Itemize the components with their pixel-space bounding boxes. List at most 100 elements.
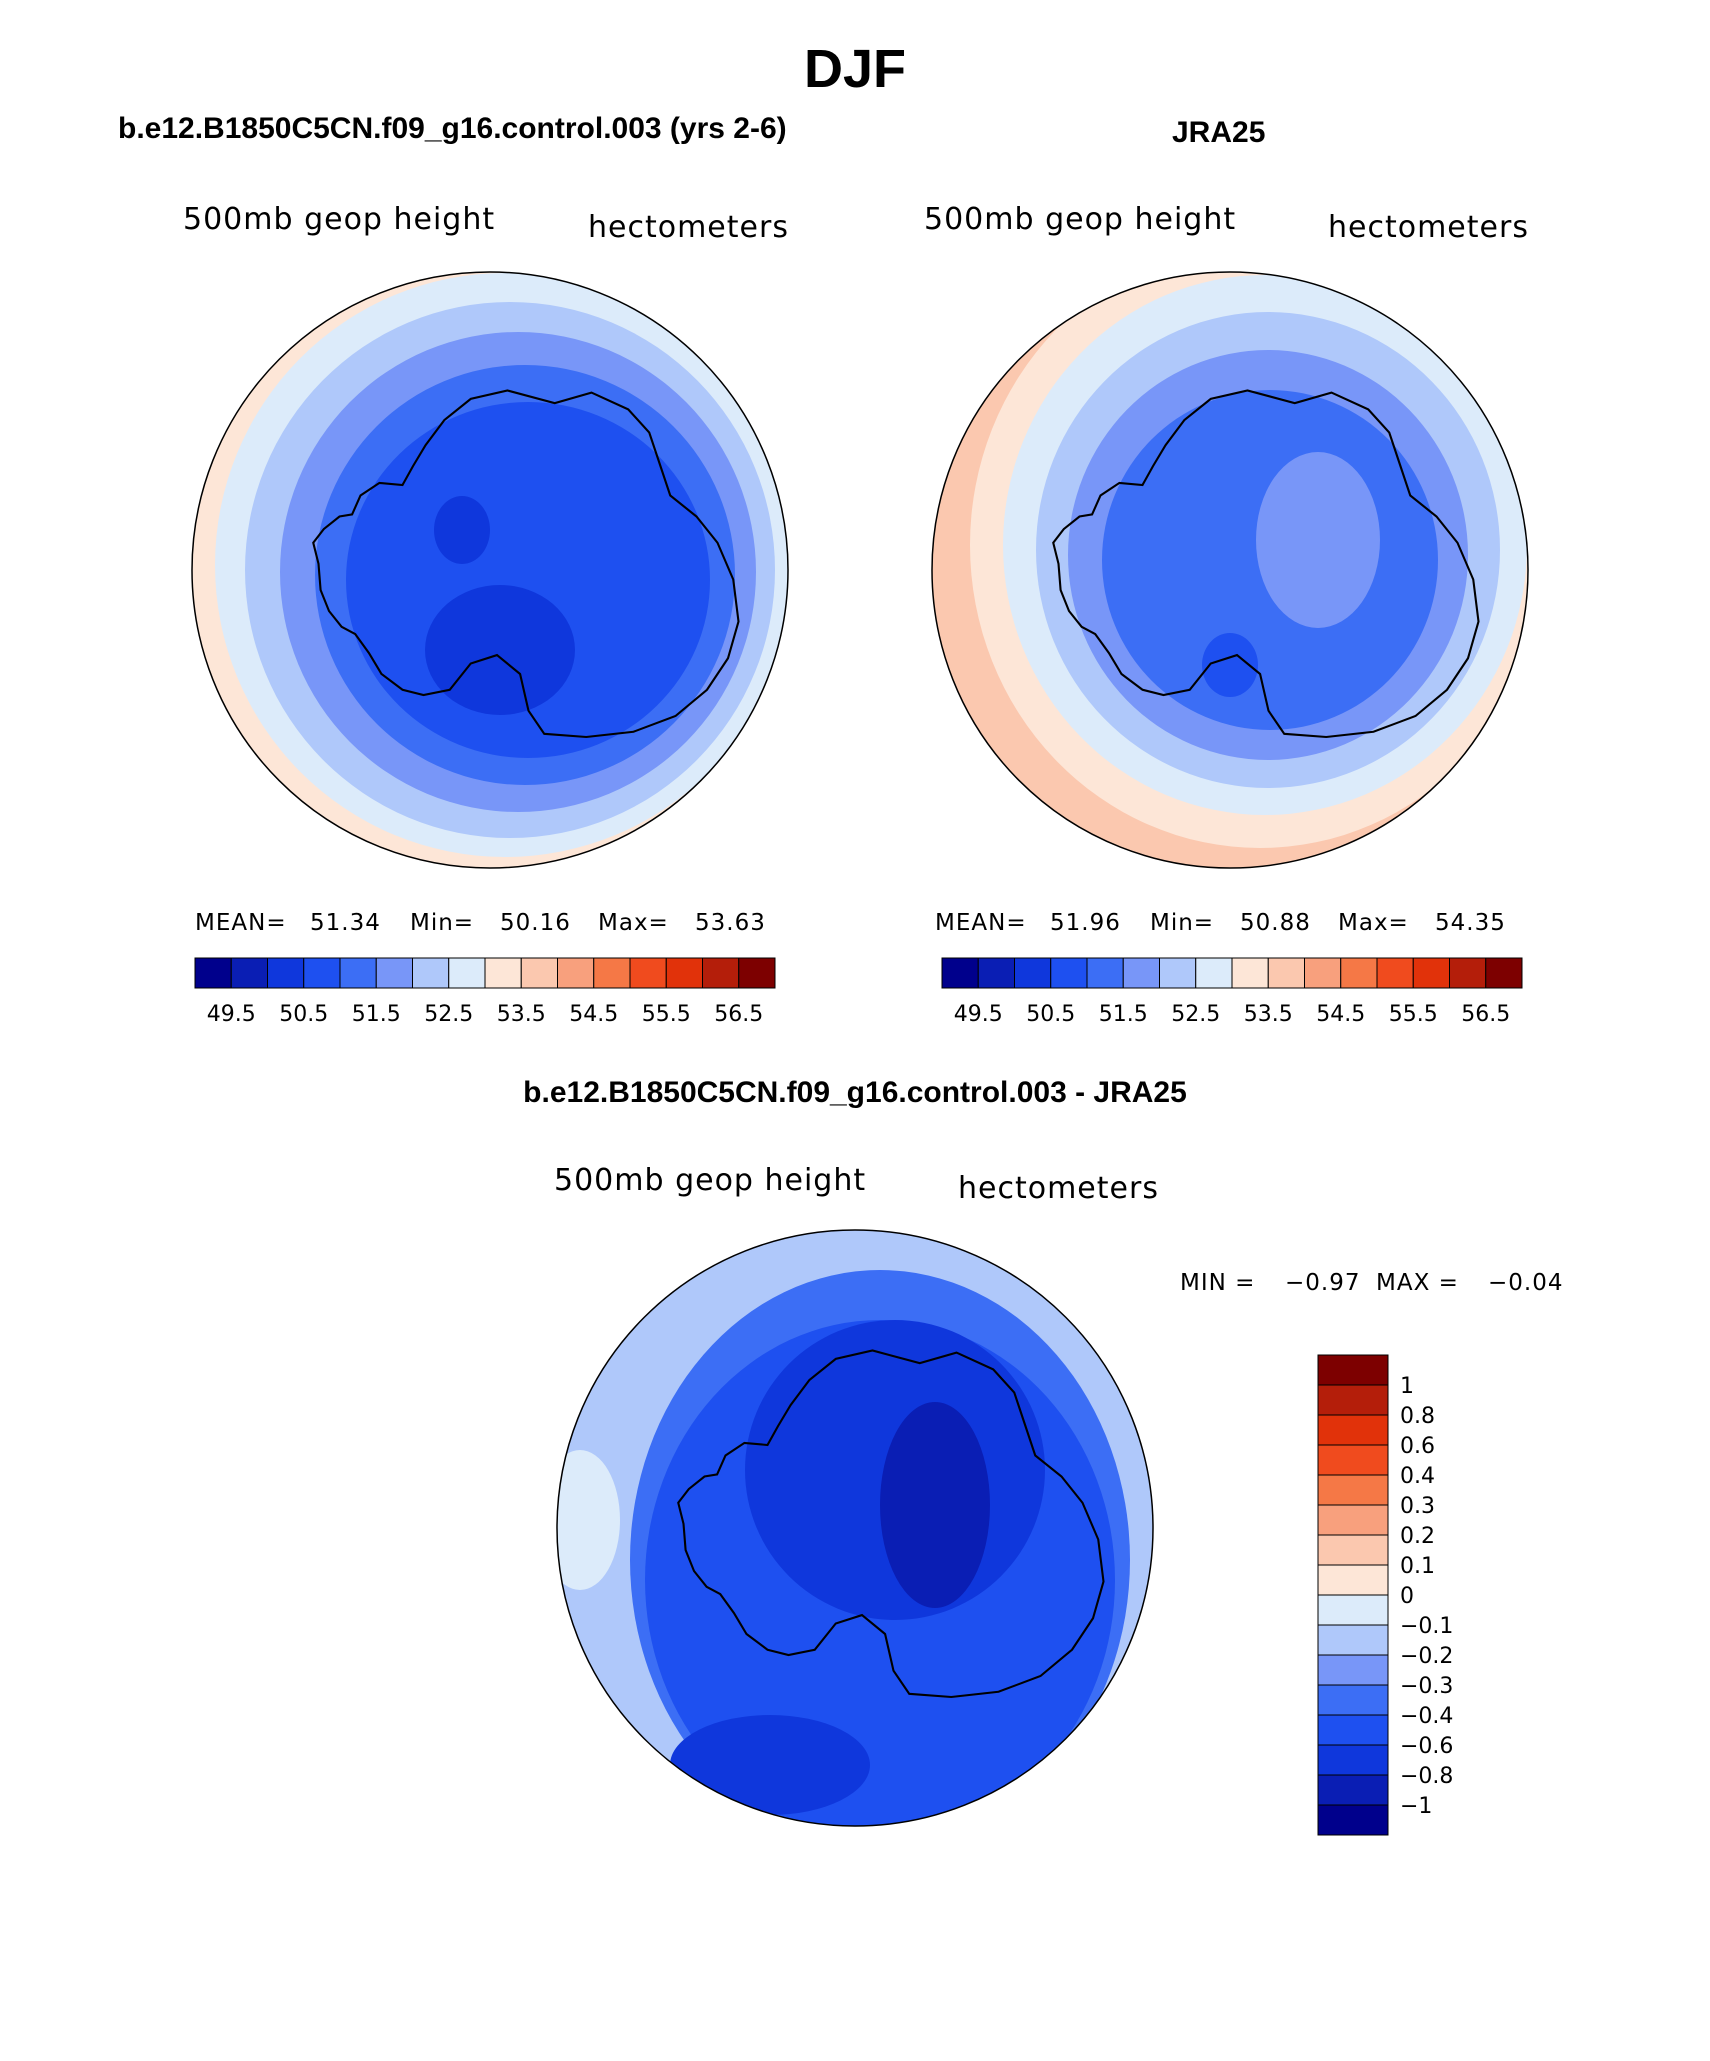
diff-pale-left bbox=[557, 1450, 620, 1590]
model-colorbar-swatch bbox=[339, 957, 377, 989]
model-max-value: 53.63 bbox=[695, 910, 766, 936]
obs-colorbar-swatch bbox=[1014, 957, 1052, 989]
obs-max-value: 54.35 bbox=[1435, 910, 1506, 936]
obs-colorbar-swatch bbox=[1159, 957, 1197, 989]
diff-map bbox=[557, 1230, 1153, 1826]
diff-colorbar-tick-label: −0.3 bbox=[1400, 1674, 1453, 1699]
diff-colorbar-swatch bbox=[1317, 1534, 1389, 1566]
model-colorbar-swatch bbox=[629, 957, 667, 989]
diff-colorbar-swatch bbox=[1317, 1444, 1389, 1476]
model-colorbar-swatch bbox=[520, 957, 558, 989]
obs-max-label: Max= bbox=[1338, 910, 1409, 936]
diff-low-deep bbox=[670, 1715, 870, 1815]
model-colorbar-swatch bbox=[738, 957, 776, 989]
obs-low-strong bbox=[1202, 633, 1258, 697]
model-colorbar-swatch bbox=[557, 957, 595, 989]
obs-colorbar-tick-label: 53.5 bbox=[1244, 1002, 1293, 1027]
obs-min-value: 50.88 bbox=[1240, 910, 1311, 936]
diff-colorbar-tick-label: 1 bbox=[1400, 1374, 1414, 1399]
diff-max-value: −0.04 bbox=[1488, 1270, 1564, 1296]
obs-colorbar-swatch bbox=[1195, 957, 1233, 989]
diff-colorbar-swatch bbox=[1317, 1684, 1389, 1716]
diff-colorbar-tick-label: 0.4 bbox=[1400, 1464, 1435, 1489]
obs-map-border bbox=[931, 271, 1529, 869]
model-colorbar-swatch bbox=[593, 957, 631, 989]
figure-title: DJF bbox=[803, 39, 906, 99]
obs-colorbar: 49.5 50.5 51.5 52.5 53.5 54.5 55.5 56.5 bbox=[941, 957, 1523, 1027]
model-colorbar-swatch bbox=[484, 957, 522, 989]
obs-colorbar-swatch bbox=[1340, 957, 1378, 989]
obs-center-light bbox=[1256, 452, 1380, 628]
diff-panel-title: b.e12.B1850C5CN.f09_g16.control.003 - JR… bbox=[523, 1076, 1187, 1109]
diff-colorbar-tick-label: 0.3 bbox=[1400, 1494, 1435, 1519]
diff-colorbar-tick-label: 0.6 bbox=[1400, 1434, 1435, 1459]
obs-min-label: Min= bbox=[1150, 910, 1215, 936]
diff-colorbar-tick-label: 0.2 bbox=[1400, 1524, 1435, 1549]
model-colorbar-tick-label: 53.5 bbox=[497, 1002, 546, 1027]
obs-colorbar-swatch bbox=[1267, 957, 1305, 989]
model-max-label: Max= bbox=[598, 910, 669, 936]
model-colorbar: 49.5 50.5 51.5 52.5 53.5 54.5 55.5 56.5 bbox=[194, 957, 776, 1027]
obs-colorbar-swatch bbox=[941, 957, 979, 989]
model-colorbar-swatch bbox=[448, 957, 486, 989]
model-colorbar-tick-label: 52.5 bbox=[424, 1002, 473, 1027]
diff-colorbar-tick-label: 0.1 bbox=[1400, 1554, 1435, 1579]
diff-colorbar-swatch bbox=[1317, 1654, 1389, 1686]
model-variable-label: 500mb geop height bbox=[183, 202, 496, 237]
obs-colorbar-tick-label: 54.5 bbox=[1316, 1002, 1365, 1027]
obs-mean-value: 51.96 bbox=[1050, 910, 1121, 936]
model-colorbar-swatch bbox=[267, 957, 305, 989]
obs-colorbar-tick-label: 51.5 bbox=[1099, 1002, 1148, 1027]
obs-colorbar-tick-label: 50.5 bbox=[1026, 1002, 1075, 1027]
model-colorbar-swatch bbox=[412, 957, 450, 989]
obs-colorbar-swatch bbox=[1376, 957, 1414, 989]
diff-colorbar-swatch bbox=[1317, 1354, 1389, 1386]
obs-units-label: hectometers bbox=[1328, 210, 1529, 245]
model-map bbox=[192, 272, 788, 868]
model-colorbar-tick-label: 50.5 bbox=[279, 1002, 328, 1027]
diff-min-value: −0.97 bbox=[1285, 1270, 1361, 1296]
obs-colorbar-swatch bbox=[977, 957, 1015, 989]
obs-colorbar-swatch bbox=[1485, 957, 1523, 989]
diff-colorbar-swatch bbox=[1317, 1624, 1389, 1656]
model-colorbar-tick-label: 56.5 bbox=[714, 1002, 763, 1027]
diff-min-label: MIN = bbox=[1180, 1270, 1256, 1296]
model-colorbar-tick-label: 54.5 bbox=[569, 1002, 618, 1027]
diff-colorbar-swatch bbox=[1317, 1594, 1389, 1626]
obs-colorbar-swatch bbox=[1050, 957, 1088, 989]
model-low-deep-2 bbox=[434, 496, 490, 564]
model-panel-title: b.e12.B1850C5CN.f09_g16.control.003 (yrs… bbox=[118, 112, 787, 145]
diff-colorbar-tick-label: −0.8 bbox=[1400, 1764, 1453, 1789]
model-units-label: hectometers bbox=[588, 210, 789, 245]
diff-colorbar-swatch bbox=[1317, 1414, 1389, 1446]
diff-colorbar-tick-label: 0 bbox=[1400, 1584, 1414, 1609]
model-colorbar-tick-label: 55.5 bbox=[642, 1002, 691, 1027]
model-colorbar-tick-label: 51.5 bbox=[352, 1002, 401, 1027]
diff-colorbar-swatch bbox=[1317, 1804, 1389, 1836]
diff-colorbar-swatch bbox=[1317, 1504, 1389, 1536]
diff-colorbar-tick-label: −0.2 bbox=[1400, 1644, 1453, 1669]
model-mean-label: MEAN= bbox=[195, 910, 287, 936]
model-colorbar-swatch bbox=[665, 957, 703, 989]
diff-colorbar-swatch bbox=[1317, 1474, 1389, 1506]
obs-mean-label: MEAN= bbox=[935, 910, 1027, 936]
obs-colorbar-swatch bbox=[1304, 957, 1342, 989]
obs-variable-label: 500mb geop height bbox=[924, 202, 1237, 237]
diff-colorbar-swatch bbox=[1317, 1744, 1389, 1776]
diff-map-border bbox=[556, 1229, 1154, 1827]
obs-map bbox=[932, 272, 1528, 868]
diff-center-deeper bbox=[880, 1402, 990, 1608]
model-colorbar-swatch bbox=[303, 957, 341, 989]
diff-colorbar-tick-label: −1 bbox=[1400, 1794, 1432, 1819]
model-mean-value: 51.34 bbox=[310, 910, 381, 936]
obs-colorbar-swatch bbox=[1412, 957, 1450, 989]
model-low-deep bbox=[425, 585, 575, 715]
model-colorbar-tick-label: 49.5 bbox=[207, 1002, 256, 1027]
obs-colorbar-tick-label: 49.5 bbox=[954, 1002, 1003, 1027]
obs-colorbar-tick-label: 55.5 bbox=[1389, 1002, 1438, 1027]
diff-colorbar-swatch bbox=[1317, 1714, 1389, 1746]
obs-panel-title: JRA25 bbox=[1172, 116, 1266, 149]
diff-colorbar-tick-label: −0.1 bbox=[1400, 1614, 1453, 1639]
diff-colorbar-swatch bbox=[1317, 1384, 1389, 1416]
model-colorbar-swatch bbox=[194, 957, 232, 989]
